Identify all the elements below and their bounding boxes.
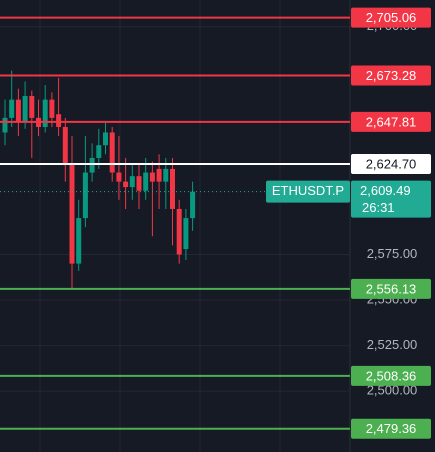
candle-body	[89, 157, 95, 173]
symbol-label: ETHUSDT.P	[272, 183, 344, 198]
candle-body	[190, 191, 196, 219]
level-label: 2,556.13	[366, 281, 417, 296]
candle-body	[82, 172, 88, 219]
candle-body	[42, 99, 48, 127]
candle-body	[183, 218, 189, 250]
level-label: 2,705.06	[366, 10, 417, 25]
level-box	[351, 365, 431, 386]
candle-body	[29, 96, 35, 118]
candle-body	[143, 172, 149, 191]
level-box	[351, 418, 431, 439]
last-price-label: 2,609.49	[360, 183, 411, 198]
candle-body	[129, 176, 135, 188]
candle-body	[176, 208, 182, 255]
candle-body	[149, 172, 155, 182]
candle-body	[96, 145, 102, 158]
level-box	[351, 7, 431, 28]
candle-body	[116, 172, 122, 182]
candle-body	[103, 132, 108, 146]
level-label: 2,647.81	[366, 114, 417, 129]
candle-body	[123, 181, 129, 188]
candle-body	[49, 99, 55, 118]
level-label: 2,624.70	[366, 156, 417, 171]
candle-body	[163, 168, 169, 182]
y-tick-label: 2,575.00	[367, 246, 418, 261]
level-box	[351, 153, 431, 174]
candle-body	[22, 96, 28, 122]
last-price-box	[351, 180, 431, 218]
level-box	[351, 111, 431, 132]
candle-body	[9, 99, 15, 118]
symbol-box	[266, 180, 350, 203]
candle-body	[56, 114, 62, 127]
level-label: 2,479.36	[366, 421, 417, 436]
level-box	[351, 278, 431, 299]
candle-body	[109, 132, 115, 173]
level-label: 2,673.28	[366, 68, 417, 83]
candle-body	[156, 168, 162, 182]
y-tick-label: 2,500.00	[367, 383, 418, 398]
level-box	[351, 65, 431, 86]
candle-body	[136, 176, 142, 191]
candle-body	[62, 126, 68, 164]
candle-body	[170, 168, 175, 209]
countdown-label: 26:31	[362, 200, 395, 215]
candle-body	[2, 117, 8, 133]
candle-body	[76, 218, 82, 264]
y-tick-label: 2,525.00	[367, 337, 418, 352]
level-label: 2,508.36	[366, 368, 417, 383]
candle-body	[15, 99, 21, 122]
candle-body	[69, 163, 75, 264]
